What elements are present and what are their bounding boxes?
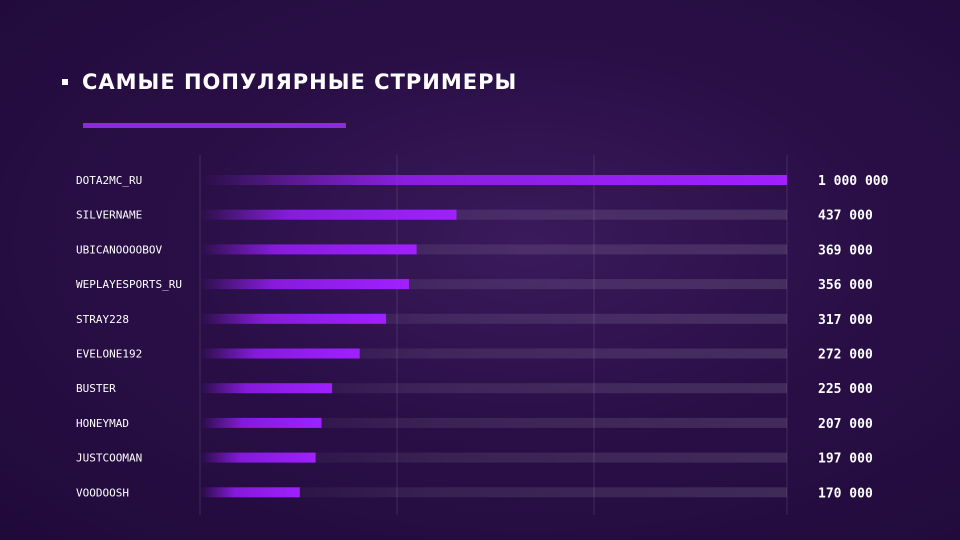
bar (200, 209, 457, 220)
category-label: VOODOOSH (76, 486, 129, 499)
value-label: 317 000 (818, 313, 873, 328)
bar-track (200, 383, 787, 394)
value-label: 356 000 (818, 278, 873, 293)
category-label: JUSTCOOMAN (76, 452, 142, 465)
title-underline (83, 123, 346, 128)
page-title: САМЫЕ ПОПУЛЯРНЫЕ СТРИМЕРЫ (62, 70, 517, 94)
bar-track (200, 417, 787, 428)
bar-track (200, 452, 787, 463)
bar-track (200, 244, 787, 255)
bar (200, 348, 360, 359)
value-label: 170 000 (818, 486, 873, 501)
category-label: SILVERNAME (76, 209, 142, 222)
value-label: 197 000 (818, 452, 873, 467)
value-label: 207 000 (818, 417, 873, 432)
bar (200, 244, 417, 255)
bar-track (200, 279, 787, 290)
bar-track (200, 313, 787, 324)
bar-track (200, 209, 787, 220)
bar (200, 313, 387, 324)
category-label: WEPLAYESPORTS_RU (76, 278, 182, 291)
value-label: 1 000 000 (818, 174, 889, 189)
bar-track (200, 487, 787, 498)
bullet-icon (62, 79, 68, 85)
bar (200, 417, 322, 428)
bar (200, 279, 409, 290)
category-label: UBICANOOOOBOV (76, 243, 162, 256)
value-label: 369 000 (818, 243, 873, 258)
value-label: 437 000 (818, 209, 873, 224)
bar (200, 487, 300, 498)
bar-track (200, 348, 787, 359)
category-label: STRAY228 (76, 313, 129, 326)
category-label: DOTA2MC_RU (76, 174, 142, 187)
bar (200, 452, 316, 463)
value-label: 272 000 (818, 348, 873, 363)
bar (200, 383, 333, 394)
value-label: 225 000 (818, 382, 873, 397)
category-label: BUSTER (76, 382, 116, 395)
category-label: HONEYMAD (76, 417, 129, 430)
category-label: EVELONE192 (76, 348, 142, 361)
bar (200, 175, 787, 185)
title-text: САМЫЕ ПОПУЛЯРНЫЕ СТРИМЕРЫ (82, 70, 518, 94)
